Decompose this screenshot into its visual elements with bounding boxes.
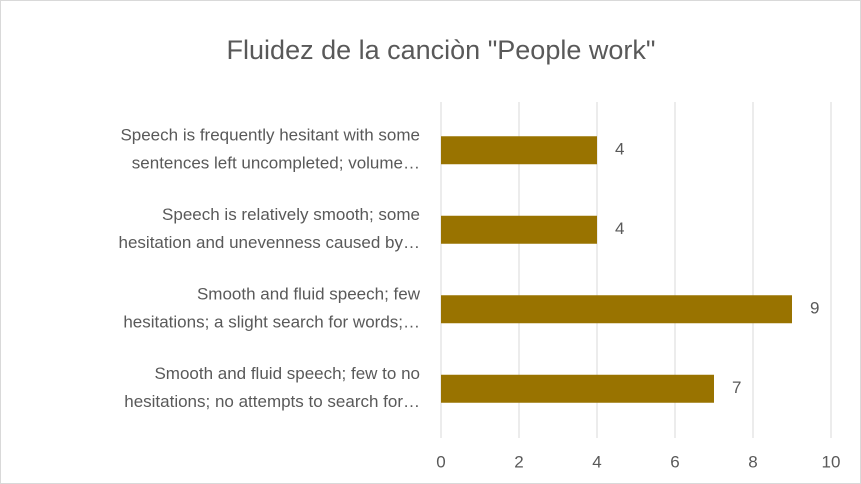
bar bbox=[441, 136, 597, 165]
bar bbox=[441, 215, 597, 244]
x-tick-label: 6 bbox=[670, 452, 679, 471]
x-tick-label: 4 bbox=[592, 452, 601, 471]
data-label: 7 bbox=[732, 378, 741, 397]
data-label: 4 bbox=[615, 140, 624, 159]
data-label: 4 bbox=[615, 219, 624, 238]
y-tick-label: Speech is relatively smooth; some hesitat… bbox=[119, 205, 420, 252]
x-tick-label: 8 bbox=[748, 452, 757, 471]
data-label: 9 bbox=[810, 299, 819, 318]
y-tick-label: Smooth and fluid speech; few to no hesita… bbox=[124, 364, 420, 411]
x-tick-label: 10 bbox=[822, 452, 841, 471]
x-tick-label: 2 bbox=[514, 452, 523, 471]
y-tick-label: Speech is frequently hesitant with some s… bbox=[120, 126, 420, 173]
x-tick-label: 0 bbox=[436, 452, 445, 471]
bar bbox=[441, 374, 714, 403]
chart-title: Fluidez de la canciòn "People work" bbox=[227, 35, 656, 65]
bar bbox=[441, 295, 792, 324]
y-tick-label: Smooth and fluid speech; few hesitations;… bbox=[123, 285, 420, 332]
